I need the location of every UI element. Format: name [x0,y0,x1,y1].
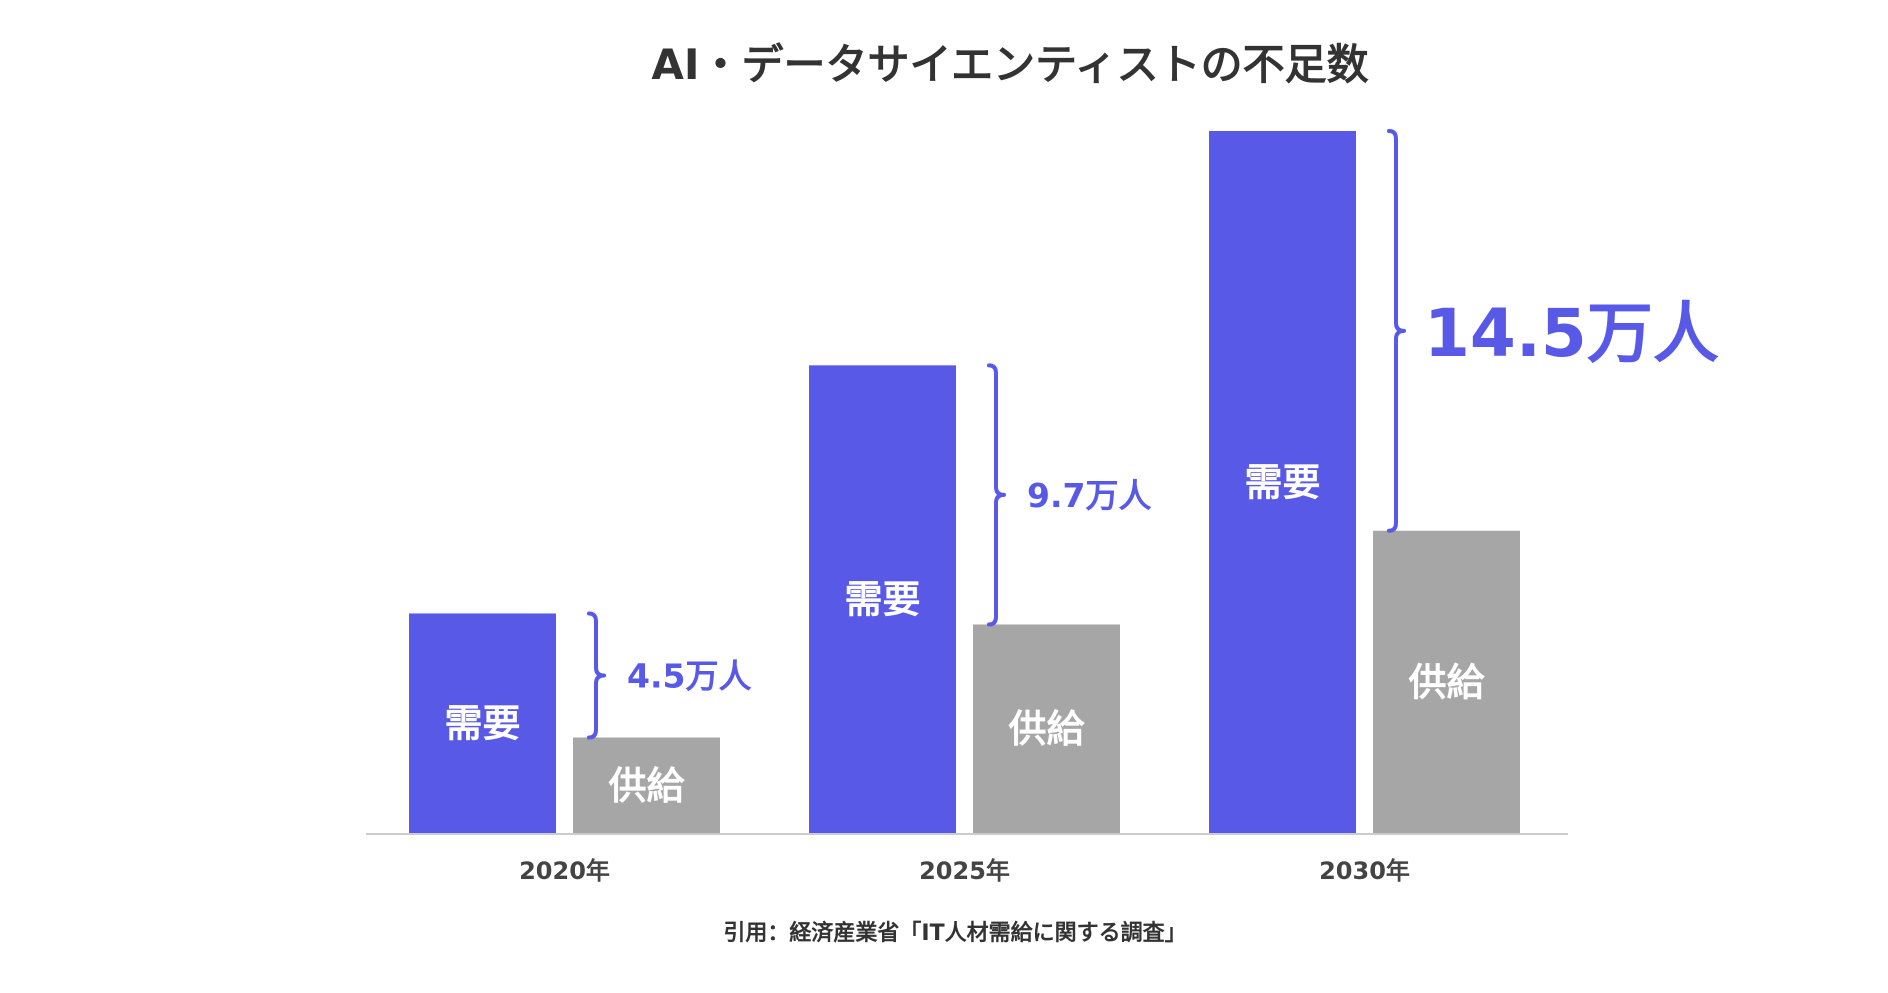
demand-bar-label-2: 需要 [844,578,920,622]
supply-bar-label-2: 供給 [1008,707,1085,751]
shortage-bracket-3 [1387,129,1406,533]
supply-bar-2 [973,624,1120,834]
shortage-label-3: 14.5万人 [1424,295,1719,372]
x-tick-label-3: 2030年 [1319,857,1410,885]
shortage-bracket-2 [987,363,1006,627]
supply-bar-label-1: 供給 [608,764,685,808]
demand-bar-2 [809,365,956,834]
shortage-label-1: 4.5万人 [627,656,751,695]
shortage-bracket-1 [587,611,606,740]
source-citation: 引用：経済産業省「IT人材需給に関する調査」 [723,920,1186,946]
x-tick-label-1: 2020年 [519,857,610,885]
supply-bar-3 [1373,530,1520,834]
supply-bar-1 [573,737,720,834]
demand-bar-1 [409,613,556,834]
demand-bar-label-1: 需要 [444,702,520,746]
chart-title: AI・データサイエンティストの不足数 [651,40,1368,89]
x-tick-label-2: 2025年 [919,857,1010,885]
demand-bar-3 [1209,131,1356,834]
supply-bar-label-3: 供給 [1408,660,1485,704]
shortage-label-2: 9.7万人 [1027,476,1151,515]
demand-bar-label-3: 需要 [1244,461,1320,505]
